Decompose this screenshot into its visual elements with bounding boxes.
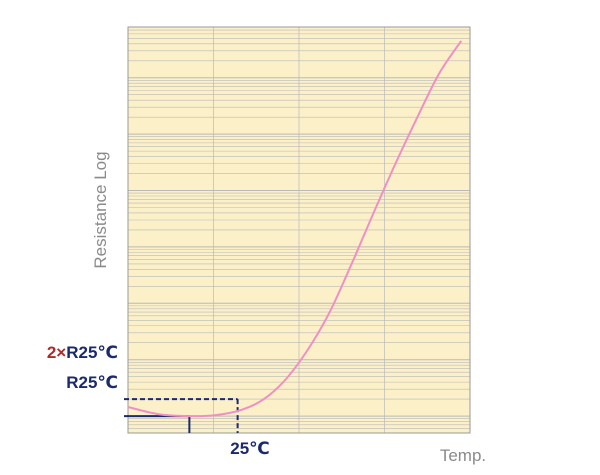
double-cross: × (56, 343, 66, 362)
double-multiplier: 2 (47, 343, 56, 362)
double-r25-label: 2×R25℃ (47, 343, 118, 362)
x-axis-title: Temp. (440, 446, 486, 465)
y-axis-title: Resistance Log (91, 151, 110, 268)
r25-label: R25℃ (66, 373, 118, 392)
x-tick-label-25c: 25℃ (230, 439, 270, 458)
plot-frame (127, 26, 471, 434)
series-curve (127, 40, 463, 418)
double-r25-value: R25℃ (66, 343, 118, 362)
vertical-gridlines (213, 27, 385, 433)
